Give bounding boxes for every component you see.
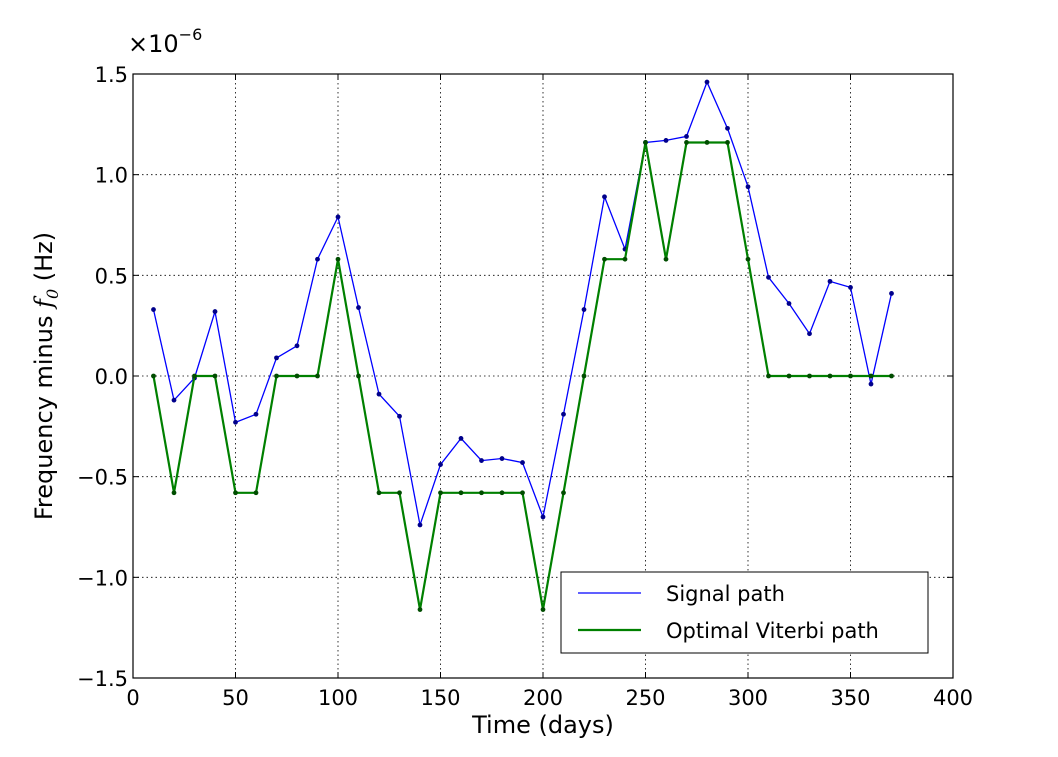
legend-label-signal-path: Signal path: [666, 582, 785, 606]
y-tick-label: 1.5: [95, 63, 128, 87]
ticks: 0 50 100 150 200 250 300 350 400 −1.5 −1.0 −0.5 0.0 0…: [77, 63, 973, 710]
data-point-optimal-viterbi-path: [745, 256, 751, 262]
x-tick-label: 400: [933, 686, 973, 710]
data-point-signal-path: [540, 514, 546, 520]
data-point-optimal-viterbi-path: [212, 373, 218, 379]
data-point-optimal-viterbi-path: [540, 607, 546, 612]
data-point-optimal-viterbi-path: [766, 373, 771, 379]
y-tick-label: 0.5: [95, 264, 128, 288]
x-tick-label: 150: [420, 686, 460, 710]
y-tick-label: −1.5: [77, 667, 128, 691]
data-point-signal-path: [335, 214, 341, 220]
data-point-optimal-viterbi-path: [233, 490, 238, 496]
data-point-optimal-viterbi-path: [458, 490, 464, 496]
x-axis-label: Time (days): [471, 711, 614, 739]
data-point-optimal-viterbi-path: [663, 256, 669, 262]
legend-label-optimal-viterbi-path: Optimal Viterbi path: [666, 619, 879, 643]
data-point-signal-path: [253, 411, 259, 417]
data-point-signal-path: [458, 436, 464, 441]
data-point-signal-path: [417, 522, 423, 528]
data-point-optimal-viterbi-path: [725, 140, 730, 145]
data-point-signal-path: [479, 458, 484, 463]
data-point-signal-path: [725, 125, 730, 131]
data-point-optimal-viterbi-path: [335, 256, 341, 262]
data-point-signal-path: [581, 307, 587, 312]
y-axis-label: Frequency minus f0 (Hz): [30, 232, 62, 520]
data-point-signal-path: [171, 397, 177, 403]
data-point-optimal-viterbi-path: [417, 607, 423, 612]
data-point-optimal-viterbi-path: [315, 373, 320, 379]
data-point-signal-path: [151, 307, 156, 312]
data-point-optimal-viterbi-path: [520, 490, 525, 496]
legend: Signal path Optimal Viterbi path: [560, 571, 929, 654]
data-point-signal-path: [376, 391, 382, 397]
data-point-optimal-viterbi-path: [786, 373, 792, 379]
data-point-optimal-viterbi-path: [274, 373, 279, 379]
data-point-optimal-viterbi-path: [889, 373, 894, 379]
data-point-optimal-viterbi-path: [294, 373, 300, 379]
data-point-optimal-viterbi-path: [848, 373, 853, 379]
x-tick-label: 350: [830, 686, 870, 710]
data-point-optimal-viterbi-path: [827, 373, 833, 379]
data-point-signal-path: [315, 256, 320, 262]
data-point-signal-path: [212, 309, 218, 314]
y-tick-label: 1.0: [95, 164, 128, 188]
data-point-optimal-viterbi-path: [151, 373, 156, 379]
data-point-signal-path: [602, 194, 607, 200]
data-point-signal-path: [356, 305, 361, 310]
data-point-signal-path: [520, 460, 525, 465]
data-point-optimal-viterbi-path: [684, 140, 689, 145]
data-point-signal-path: [786, 301, 792, 306]
x-tick-label: 200: [523, 686, 563, 710]
data-point-optimal-viterbi-path: [581, 373, 587, 379]
data-point-optimal-viterbi-path: [602, 256, 607, 262]
data-point-optimal-viterbi-path: [171, 490, 177, 496]
data-point-optimal-viterbi-path: [704, 140, 710, 145]
x-tick-label: 250: [625, 686, 665, 710]
data-point-signal-path: [704, 79, 710, 85]
data-point-signal-path: [766, 274, 771, 280]
data-point-signal-path: [233, 419, 238, 425]
data-point-optimal-viterbi-path: [807, 373, 812, 379]
data-point-signal-path: [561, 411, 566, 417]
data-point-optimal-viterbi-path: [438, 490, 443, 496]
data-point-signal-path: [848, 285, 853, 290]
data-point-optimal-viterbi-path: [397, 490, 402, 496]
data-point-signal-path: [827, 278, 833, 284]
y-tick-label: −0.5: [77, 466, 128, 490]
data-point-optimal-viterbi-path: [868, 373, 874, 379]
data-point-optimal-viterbi-path: [643, 140, 648, 145]
data-point-optimal-viterbi-path: [499, 490, 505, 496]
data-point-signal-path: [684, 134, 689, 139]
data-point-signal-path: [868, 381, 874, 387]
data-point-optimal-viterbi-path: [561, 490, 566, 496]
data-point-optimal-viterbi-path: [376, 490, 382, 496]
series-layer: [151, 79, 894, 612]
data-point-signal-path: [499, 456, 505, 461]
x-tick-label: 0: [126, 686, 139, 710]
x-tick-label: 100: [318, 686, 358, 710]
data-point-optimal-viterbi-path: [192, 373, 197, 379]
data-point-optimal-viterbi-path: [622, 256, 628, 262]
data-point-signal-path: [397, 413, 402, 419]
data-point-signal-path: [294, 343, 300, 349]
x-tick-label: 50: [222, 686, 249, 710]
legend-box: [560, 571, 929, 654]
y-tick-label: 0.0: [95, 365, 128, 389]
data-point-signal-path: [889, 291, 894, 296]
data-point-signal-path: [274, 355, 279, 361]
series-optimal-viterbi-path: [151, 140, 894, 612]
data-point-signal-path: [438, 462, 443, 467]
data-point-optimal-viterbi-path: [356, 373, 361, 379]
data-point-signal-path: [807, 331, 812, 337]
data-point-optimal-viterbi-path: [253, 490, 259, 496]
data-point-signal-path: [663, 138, 669, 143]
y-multiplier: ×10−6: [128, 25, 202, 58]
x-tick-label: 300: [728, 686, 768, 710]
data-point-optimal-viterbi-path: [479, 490, 484, 496]
y-tick-label: −1.0: [77, 566, 128, 590]
data-point-signal-path: [745, 184, 751, 190]
